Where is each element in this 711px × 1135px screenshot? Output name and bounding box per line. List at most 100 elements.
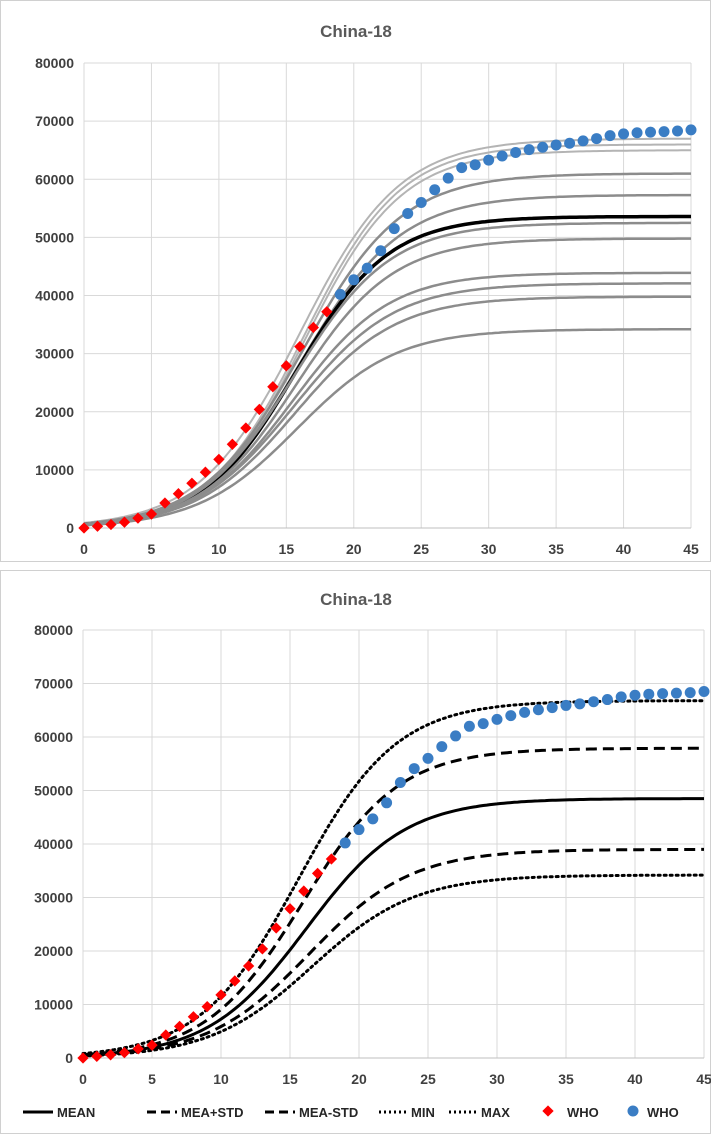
who-blue-point [537, 141, 549, 153]
who-blue-point [577, 135, 589, 147]
who-blue-point [394, 776, 406, 788]
who-blue-point [591, 133, 603, 145]
model-curve-line [83, 193, 691, 525]
model-curve-line [83, 271, 691, 526]
x-tick-label: 30 [481, 541, 497, 557]
who-red-point [240, 422, 252, 434]
model-curves [83, 137, 692, 527]
who-blue-point [546, 702, 558, 714]
series-line-mean [82, 797, 704, 1057]
model-curve-line [83, 172, 691, 525]
y-tick-labels: 0 10000 20000 30000 40000 50000 60000 70000 8000… [35, 55, 74, 536]
who-red-point [187, 1011, 200, 1023]
x-tick-label: 0 [79, 1071, 87, 1087]
who-red-point [242, 960, 255, 972]
y-tick-label: 40000 [35, 288, 74, 304]
who-blue-point [532, 704, 544, 716]
who-blue-point [588, 696, 600, 708]
who-blue-point [361, 262, 373, 274]
y-tick-label: 10000 [34, 997, 73, 1013]
who-red-point [298, 885, 310, 897]
who-blue-point [672, 125, 684, 137]
who-red-point [321, 306, 333, 318]
who-blue-point [463, 720, 475, 732]
who-red-point [311, 867, 324, 880]
who-blue-point [560, 699, 572, 711]
y-tick-label: 80000 [35, 55, 74, 71]
who-red-point [226, 438, 239, 450]
x-tick-labels: 0 5 10 15 20 25 30 35 40 45 [79, 1071, 711, 1087]
series-line-mea-std [82, 847, 704, 1057]
legend-label-mea-minus-std: MEA-STD [299, 1105, 358, 1120]
who-blue-point [375, 245, 387, 257]
who-points [77, 686, 710, 1064]
who-blue-point [496, 150, 508, 162]
who-blue-point [643, 688, 655, 700]
who-red-point [145, 508, 158, 520]
x-tick-label: 5 [148, 541, 156, 557]
who-blue-point [615, 691, 627, 703]
x-tick-label: 15 [279, 541, 295, 557]
who-blue-point [698, 686, 710, 698]
who-blue-point [629, 689, 641, 701]
who-red-point [77, 1052, 89, 1064]
grid-lines [82, 629, 705, 1059]
who-red-point [172, 488, 185, 500]
y-tick-label: 40000 [34, 836, 73, 852]
x-tick-labels: 0 5 10 15 20 25 30 35 40 45 [80, 541, 699, 557]
top-chart-svg: China-18 0 10000 20000 30000 40000 50000 60000… [35, 22, 699, 557]
model-curve-line [83, 328, 691, 527]
series-line-min [81, 873, 706, 1058]
who-blue-point [334, 288, 346, 300]
x-tick-label: 25 [413, 541, 429, 557]
x-tick-label: 35 [558, 1071, 574, 1087]
who-blue-point [519, 706, 531, 718]
y-tick-label: 70000 [35, 113, 74, 129]
legend-label-who-blue: WHO [647, 1105, 679, 1120]
who-blue-point [618, 128, 630, 140]
who-red-point [159, 497, 171, 509]
x-tick-label: 45 [696, 1071, 711, 1087]
y-tick-label: 80000 [34, 622, 73, 638]
who-red-point [186, 477, 198, 489]
model-curve-line [83, 143, 691, 525]
who-red-point [229, 975, 241, 987]
who-blue-point [604, 130, 616, 142]
who-red-point [132, 512, 144, 524]
y-tick-label: 30000 [34, 890, 73, 906]
who-red-point [294, 340, 306, 353]
who-blue-point [658, 126, 670, 138]
x-tick-label: 25 [420, 1071, 436, 1087]
who-blue-point [645, 126, 657, 138]
x-tick-label: 10 [213, 1071, 229, 1087]
who-red-point [325, 853, 338, 865]
who-blue-point [388, 223, 400, 235]
y-tick-label: 60000 [35, 171, 74, 187]
who-red-point [270, 922, 282, 934]
model-curve-line [83, 282, 691, 526]
who-blue-point [631, 127, 643, 139]
who-blue-point [367, 813, 379, 825]
series-line-max [81, 699, 706, 1055]
legend-item-mea-plus-std: MEA+STD [147, 1105, 243, 1120]
y-tick-label: 70000 [34, 676, 73, 692]
who-blue-point [574, 698, 586, 710]
y-tick-label: 10000 [35, 462, 74, 478]
who-blue-point [348, 274, 360, 286]
x-tick-label: 15 [282, 1071, 298, 1087]
who-blue-point [402, 208, 414, 220]
model-curve-line [83, 149, 691, 526]
who-blue-point [523, 144, 535, 156]
who-red-point [215, 989, 227, 1001]
who-blue-point [422, 752, 434, 764]
who-blue-point [657, 688, 669, 700]
x-tick-label: 0 [80, 541, 88, 557]
x-tick-label: 45 [683, 541, 699, 557]
who-blue-point [339, 837, 351, 849]
who-blue-point [353, 824, 365, 836]
chart-title: China-18 [320, 22, 392, 41]
who-blue-point [601, 694, 613, 706]
top-chart-panel: China-18 0 10000 20000 30000 40000 50000 60000… [0, 0, 711, 562]
y-tick-label: 50000 [35, 229, 74, 245]
legend-item-min: MIN [379, 1105, 435, 1120]
